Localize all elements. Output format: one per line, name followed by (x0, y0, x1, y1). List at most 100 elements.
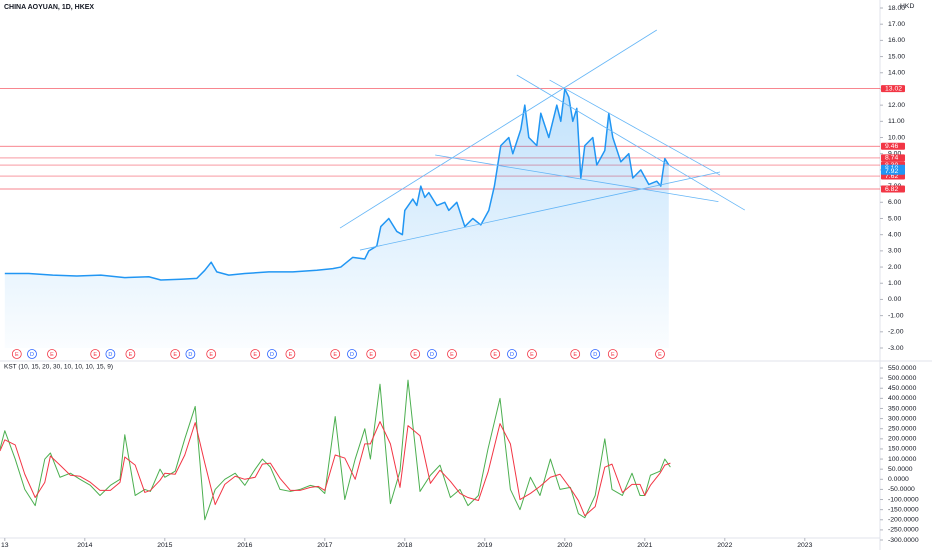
price-area (4, 88, 669, 348)
event-marker (125, 349, 136, 359)
x-tick-label: 2023 (797, 542, 812, 549)
y-tick-label: 0.00 (888, 296, 901, 303)
event-label: E (369, 352, 373, 358)
x-tick-label: 2019 (477, 542, 492, 549)
y-tick-label: 350.0000 (888, 405, 917, 412)
y-tick-label: 15.00 (888, 53, 905, 60)
y-tick-label: 300.0000 (888, 415, 917, 422)
event-label: E (129, 352, 133, 358)
y-tick-label: 5.00 (888, 215, 901, 222)
trendline (359, 171, 721, 251)
event-marker (185, 349, 196, 359)
event-label: E (573, 352, 577, 358)
y-tick-label: 400.0000 (888, 395, 917, 402)
event-marker (366, 349, 377, 359)
event-marker (490, 349, 501, 359)
event-marker (170, 349, 181, 359)
event-marker (427, 349, 437, 359)
y-tick-label: -150.0000 (888, 506, 919, 513)
currency-label: HKD (900, 3, 914, 10)
x-tick-label: 13 (1, 542, 9, 549)
event-marker (590, 349, 601, 359)
price-line (4, 88, 670, 281)
y-tick-label: 14.00 (888, 70, 905, 77)
event-label: E (611, 352, 615, 358)
event-marker (655, 349, 665, 359)
event-label: E (658, 352, 662, 358)
level-label-box (881, 142, 905, 150)
y-tick-label: 1.00 (888, 280, 901, 287)
event-marker (105, 349, 116, 359)
level-label: 7.62 (885, 173, 898, 180)
event-label: E (413, 352, 417, 358)
event-label: E (450, 352, 454, 358)
event-marker (267, 349, 277, 359)
event-label: D (270, 352, 274, 358)
event-label: E (493, 352, 497, 358)
y-tick-label: 150.0000 (888, 446, 917, 453)
event-label: E (209, 352, 213, 358)
y-tick-label: 550.0000 (888, 365, 917, 372)
y-tick-label: 200.0000 (888, 436, 917, 443)
event-marker (90, 349, 101, 359)
chart-title: CHINA AOYUAN, 1D, HKEX (4, 4, 94, 11)
event-marker (11, 349, 22, 359)
y-tick-label: 500.0000 (888, 375, 917, 382)
price-label: 7.92 (885, 168, 898, 175)
indicator-line (0, 421, 671, 517)
event-marker (447, 349, 457, 359)
y-tick-label: -250.0000 (888, 527, 919, 534)
event-marker (507, 349, 517, 359)
level-label: 13.02 (885, 85, 902, 92)
event-marker (570, 349, 581, 359)
y-tick-label: 0.0000 (888, 476, 909, 483)
event-marker (27, 349, 37, 359)
event-label: D (593, 352, 597, 358)
event-label: D (510, 352, 514, 358)
y-tick-label: 250.0000 (888, 426, 917, 433)
y-tick-label: -200.0000 (888, 517, 919, 524)
trendline (435, 154, 719, 203)
event-label: D (430, 352, 434, 358)
event-label: E (289, 352, 293, 358)
event-marker (47, 349, 57, 359)
y-tick-label: 2.00 (888, 264, 901, 271)
event-label: E (530, 352, 534, 358)
y-tick-label: 10.00 (888, 134, 905, 141)
x-tick-label: 2016 (237, 542, 252, 549)
x-tick-label: 2018 (397, 542, 412, 549)
y-tick-label: 450.0000 (888, 385, 917, 392)
level-label: 9.46 (885, 143, 898, 150)
y-tick-label: -1.00 (888, 312, 904, 319)
level-label: 6.82 (885, 186, 898, 193)
y-tick-label: 50.0000 (888, 466, 913, 473)
price-label-box (881, 167, 905, 175)
level-label-box (881, 85, 905, 93)
event-marker (347, 349, 357, 359)
y-tick-label: -50.0000 (888, 486, 915, 493)
event-label: E (50, 352, 54, 358)
event-label: E (173, 352, 177, 358)
event-marker (250, 349, 261, 359)
trendline (516, 74, 746, 211)
y-tick-label: 16.00 (888, 37, 905, 44)
y-tick-label: 3.00 (888, 248, 901, 255)
level-label-box (881, 154, 905, 162)
event-marker (410, 349, 421, 359)
event-label: E (93, 352, 97, 358)
indicator-line (0, 379, 671, 521)
x-tick-label: 2017 (317, 542, 332, 549)
event-label: D (188, 352, 192, 358)
trendline (339, 29, 658, 229)
y-tick-label: 11.00 (888, 118, 905, 125)
y-tick-label: 12.00 (888, 102, 905, 109)
y-tick-label: 17.00 (888, 21, 905, 28)
y-tick-label: 100.0000 (888, 456, 917, 463)
event-label: E (333, 352, 337, 358)
x-tick-label: 2020 (557, 542, 572, 549)
indicator-title: KST (10, 15, 20, 30, 10, 10, 10, 15, 9) (4, 364, 113, 371)
y-tick-label: -300.0000 (888, 537, 919, 544)
event-label: E (253, 352, 257, 358)
